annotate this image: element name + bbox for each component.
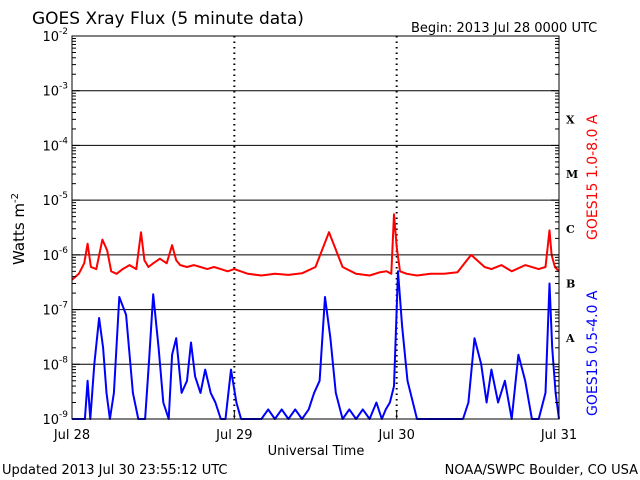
- y-tick-exponent: -5: [59, 191, 68, 201]
- x-tick-label: Jul 31: [540, 428, 577, 443]
- series-long-line: [71, 213, 560, 281]
- x-axis: Jul 28 Jul 29 Jul 30 Jul 31: [53, 411, 577, 443]
- y-axis: 10-210-310-410-510-610-710-810-9: [42, 27, 559, 428]
- y-tick-label: 10-7: [42, 301, 68, 319]
- y-axis-title-text: Watts m: [10, 203, 28, 265]
- y-tick-label: 10-6: [42, 246, 68, 264]
- y-tick-exponent: -6: [59, 246, 68, 256]
- y-tick-mantissa: 10: [42, 139, 59, 154]
- flare-class-label: C: [566, 223, 575, 236]
- chart-title: GOES Xray Flux (5 minute data): [32, 9, 304, 29]
- y-tick-exponent: -7: [59, 301, 68, 311]
- y-tick-label: 10-3: [42, 82, 68, 100]
- y-tick-label: 10-4: [42, 136, 68, 154]
- x-tick-label: Jul 29: [215, 428, 252, 443]
- flare-class-labels: X M C B A: [565, 113, 578, 345]
- plot-frame: [71, 35, 560, 420]
- y-tick-exponent: -2: [59, 27, 68, 37]
- y-tick-label: 10-9: [42, 410, 68, 428]
- y-tick-label: 10-8: [42, 355, 68, 373]
- y-axis-title: Watts m-2: [10, 193, 28, 265]
- y-tick-exponent: -8: [59, 355, 68, 365]
- y-tick-mantissa: 10: [42, 85, 59, 100]
- updated-timestamp: Updated 2013 Jul 30 23:55:12 UTC: [2, 463, 227, 478]
- y-tick-mantissa: 10: [42, 30, 59, 45]
- flare-class-label: B: [566, 277, 575, 290]
- x-tick-label: Jul 28: [53, 428, 90, 443]
- y-tick-exponent: -4: [59, 136, 68, 146]
- y-tick-label: 10-2: [42, 27, 68, 45]
- y-tick-mantissa: 10: [42, 194, 59, 209]
- y-tick-exponent: -9: [59, 410, 68, 420]
- flare-class-label: X: [566, 113, 575, 126]
- begin-label: Begin: 2013 Jul 28 0000 UTC: [411, 21, 597, 36]
- x-axis-title: Universal Time: [268, 444, 365, 459]
- credit-label: NOAA/SWPC Boulder, CO USA: [445, 463, 638, 478]
- y-tick-mantissa: 10: [42, 304, 59, 319]
- y-tick-mantissa: 10: [42, 249, 59, 264]
- y-axis-title-exponent: -2: [10, 193, 21, 203]
- flare-class-label: M: [566, 168, 578, 181]
- flare-class-label: A: [565, 332, 575, 345]
- x-tick-label: Jul 30: [377, 428, 414, 443]
- y-tick-label: 10-5: [42, 191, 68, 209]
- y-tick-mantissa: 10: [42, 358, 59, 373]
- y-tick-exponent: -3: [59, 82, 68, 92]
- legend-series-long: GOES15 1.0-8.0 A: [585, 114, 601, 240]
- y-tick-mantissa: 10: [42, 413, 59, 428]
- legend-series-short: GOES15 0.5-4.0 A: [585, 290, 601, 416]
